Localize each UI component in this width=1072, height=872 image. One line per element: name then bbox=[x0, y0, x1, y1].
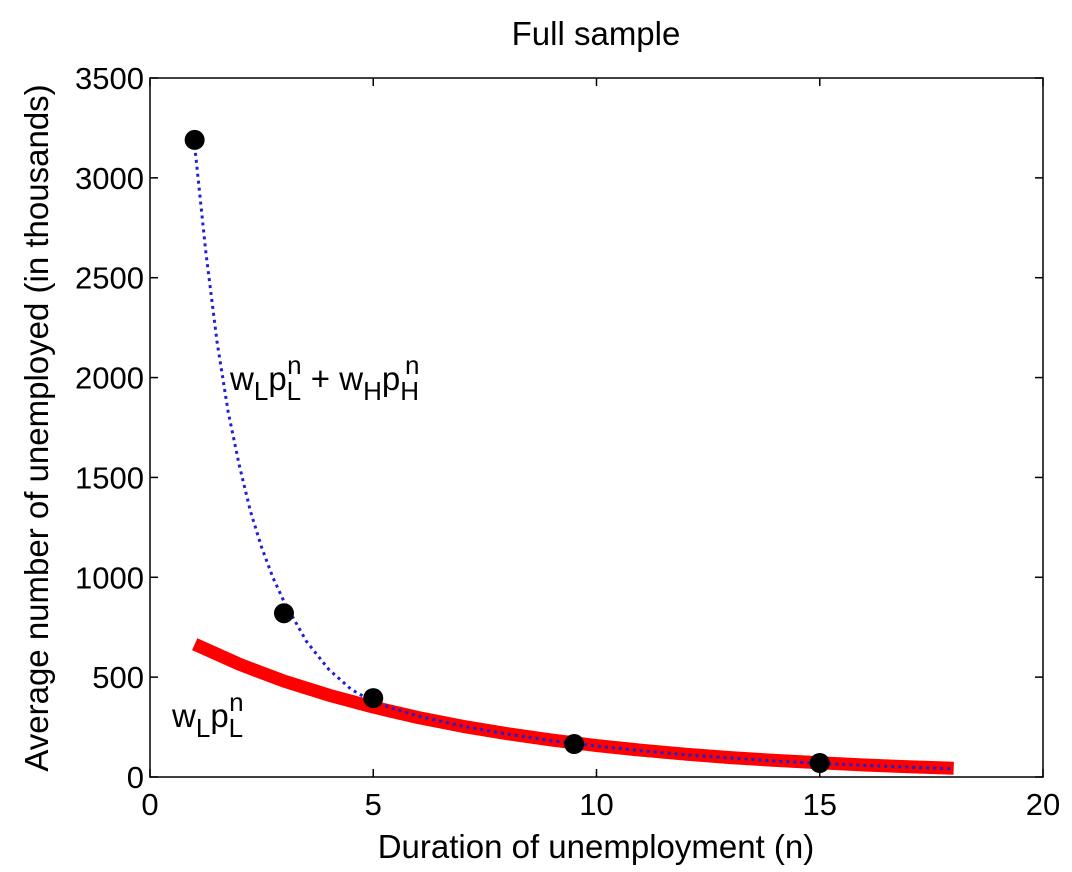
y-axis-ticks: 0 500 1000 1500 2000 2500 3000 3500 bbox=[75, 61, 1043, 795]
data-point bbox=[564, 734, 585, 755]
data-point bbox=[184, 129, 205, 150]
annotation-text: p bbox=[210, 697, 228, 734]
annotation-subscript: L bbox=[196, 713, 210, 743]
annotation-text: w bbox=[229, 360, 254, 397]
low-type-formula-label: wLpLn bbox=[171, 687, 244, 743]
y-tick-label: 0 bbox=[127, 760, 144, 795]
x-tick-label: 20 bbox=[1026, 787, 1060, 822]
annotation-subscript: H bbox=[363, 376, 382, 406]
x-tick-label: 10 bbox=[579, 787, 613, 822]
annotation-subscript: H bbox=[400, 376, 419, 406]
y-tick-label: 1500 bbox=[75, 460, 144, 495]
data-point bbox=[809, 753, 830, 774]
annotation-subscript: L bbox=[229, 713, 243, 743]
data-point bbox=[273, 603, 294, 624]
mixture-formula-label: wLpLn + wHpHn bbox=[229, 350, 419, 406]
data-point bbox=[363, 688, 384, 709]
x-tick-label: 5 bbox=[365, 787, 382, 822]
annotation-subscript: L bbox=[254, 376, 268, 406]
annotation-text: + w bbox=[302, 360, 364, 397]
annotation-subscript: L bbox=[287, 376, 301, 406]
y-tick-label: 3500 bbox=[75, 61, 144, 96]
mixture-curve bbox=[193, 145, 954, 771]
x-tick-label: 15 bbox=[803, 787, 837, 822]
y-axis-title: Average number of unemployed (in thousan… bbox=[18, 84, 55, 771]
y-tick-label: 500 bbox=[92, 660, 144, 695]
y-tick-label: 2000 bbox=[75, 361, 144, 396]
data-points bbox=[184, 129, 830, 774]
annotation-text: p bbox=[382, 360, 400, 397]
annotation-superscript: n bbox=[287, 350, 301, 380]
annotation-superscript: n bbox=[405, 350, 419, 380]
x-axis-title: Duration of unemployment (n) bbox=[378, 828, 815, 865]
x-axis-ticks: 0 5 10 15 20 bbox=[141, 78, 1060, 822]
y-tick-label: 3000 bbox=[75, 161, 144, 196]
annotation-text: p bbox=[268, 360, 286, 397]
y-tick-label: 2500 bbox=[75, 261, 144, 296]
y-tick-label: 1000 bbox=[75, 560, 144, 595]
chart-title: Full sample bbox=[512, 15, 681, 52]
annotation-text: w bbox=[171, 697, 196, 734]
annotation-superscript: n bbox=[229, 687, 243, 717]
x-tick-label: 0 bbox=[141, 787, 158, 822]
